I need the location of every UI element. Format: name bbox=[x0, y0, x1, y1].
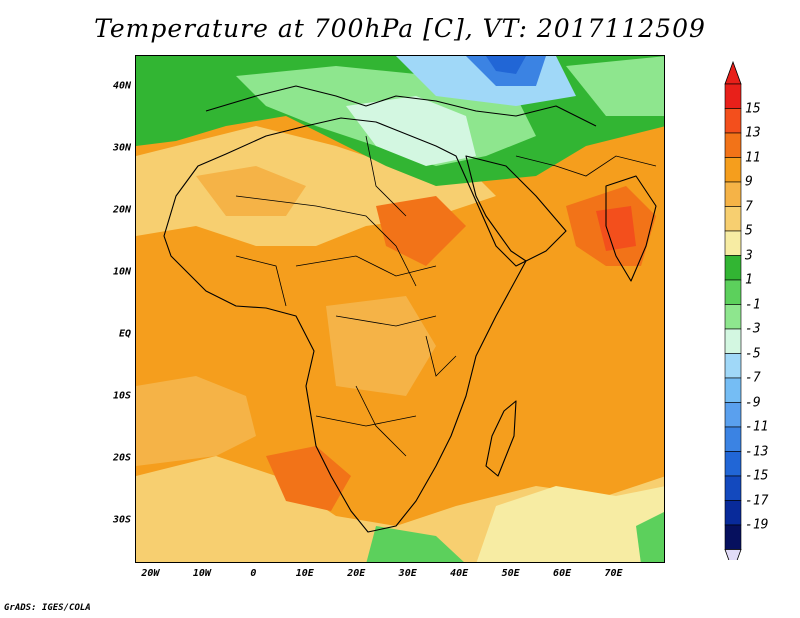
colorbar-segment bbox=[724, 451, 742, 477]
field-sahara-warm bbox=[196, 166, 306, 216]
colorbar-segment bbox=[724, 500, 742, 526]
colorbar-segment bbox=[724, 328, 742, 354]
colorbar-segment bbox=[724, 524, 742, 550]
field-arabia-warm bbox=[376, 196, 466, 266]
chart-title: Temperature at 700hPa [C], VT: 201711250… bbox=[94, 14, 706, 43]
colorbar-segment bbox=[724, 402, 742, 428]
lat-label: 40N bbox=[112, 80, 131, 92]
colorbar-bottom-arrow bbox=[724, 549, 742, 560]
field-southern-africa-hot bbox=[266, 446, 351, 511]
lon-label: 30E bbox=[398, 568, 417, 579]
colorbar-segment bbox=[724, 157, 742, 183]
colorbar-label: 1 bbox=[745, 272, 753, 288]
colorbar-top-arrow bbox=[724, 60, 742, 85]
lat-label: 20N bbox=[112, 204, 131, 216]
colorbar-label: 13 bbox=[745, 125, 761, 141]
colorbar-label: 15 bbox=[745, 101, 761, 116]
colorbar-segment bbox=[724, 255, 742, 281]
border-line-a bbox=[235, 195, 417, 287]
colorbar-segment bbox=[724, 181, 742, 207]
border-line-g bbox=[425, 335, 457, 377]
colorbar-label: -15 bbox=[745, 468, 769, 484]
colorbar-segment bbox=[724, 230, 742, 256]
lon-label: 20E bbox=[347, 568, 366, 579]
colorbar-label: 3 bbox=[745, 248, 753, 263]
lat-label: 10S bbox=[112, 390, 131, 402]
field-ne-lightgreen bbox=[566, 56, 664, 116]
lon-label: 0 bbox=[250, 568, 257, 579]
field-south-green bbox=[366, 526, 464, 562]
arabia-coastline bbox=[465, 155, 567, 262]
madagascar-coastline bbox=[485, 400, 517, 477]
colorbar-label: -7 bbox=[745, 370, 761, 386]
africa-coastline bbox=[163, 117, 527, 533]
border-line-e bbox=[315, 415, 417, 427]
lon-label: 40E bbox=[450, 568, 469, 579]
colorbar-segment bbox=[724, 108, 742, 134]
border-line-f bbox=[235, 255, 287, 307]
colorbar-label: 9 bbox=[745, 174, 753, 190]
lon-label: 10W bbox=[192, 568, 211, 579]
colorbar-label: 7 bbox=[745, 199, 753, 214]
lon-label: 70E bbox=[604, 568, 623, 579]
colorbar-label: -1 bbox=[745, 297, 761, 312]
colorbar-segment bbox=[724, 426, 742, 452]
lat-label: 30S bbox=[112, 514, 131, 526]
lat-label: EQ bbox=[118, 328, 131, 340]
field-southeast-yellow bbox=[476, 486, 664, 562]
field-south-ocean-warm bbox=[136, 376, 256, 466]
border-line-i bbox=[515, 155, 657, 177]
border-line-d bbox=[355, 385, 407, 457]
field-central-africa-warm bbox=[326, 296, 436, 396]
colorbar-segment bbox=[724, 353, 742, 379]
border-line-b bbox=[295, 255, 437, 277]
colorbar-label: 11 bbox=[745, 150, 761, 165]
credit-text: GrADS: IGES/COLA bbox=[4, 603, 91, 613]
colorbar-label: -3 bbox=[745, 321, 761, 337]
india-coastline bbox=[605, 175, 657, 282]
field-cold-core bbox=[486, 56, 526, 74]
colorbar-segment bbox=[724, 206, 742, 232]
lat-label: 20S bbox=[112, 452, 131, 464]
lon-label: 60E bbox=[553, 568, 572, 579]
temperature-map bbox=[135, 55, 665, 563]
border-line-h bbox=[365, 135, 407, 217]
field-se-green bbox=[636, 512, 664, 562]
colorbar-label: -9 bbox=[745, 395, 761, 410]
colorbar bbox=[724, 60, 742, 560]
lat-label: 10N bbox=[112, 266, 131, 278]
colorbar-segment bbox=[724, 132, 742, 158]
coastlines bbox=[163, 85, 657, 533]
colorbar-segment bbox=[724, 304, 742, 330]
colorbar-label: -19 bbox=[745, 517, 769, 533]
border-line-c bbox=[335, 315, 437, 327]
europe-coastline bbox=[205, 85, 597, 127]
colorbar-segment bbox=[724, 83, 742, 109]
lon-label: 20W bbox=[141, 568, 160, 579]
map-canvas bbox=[136, 56, 664, 562]
colorbar-segment bbox=[724, 475, 742, 501]
lon-label: 50E bbox=[501, 568, 520, 579]
colorbar-label: 5 bbox=[745, 223, 753, 239]
field-cool-cyan bbox=[346, 96, 476, 166]
colorbar-label: -13 bbox=[745, 444, 769, 459]
lat-label: 30N bbox=[112, 142, 131, 154]
lon-label: 10E bbox=[295, 568, 314, 579]
colorbar-label: -11 bbox=[745, 419, 769, 435]
colorbar-segment bbox=[724, 377, 742, 403]
country-borders bbox=[235, 135, 657, 457]
colorbar-label: -5 bbox=[745, 346, 761, 361]
colorbar-segment bbox=[724, 279, 742, 305]
colorbar-label: -17 bbox=[745, 493, 769, 508]
